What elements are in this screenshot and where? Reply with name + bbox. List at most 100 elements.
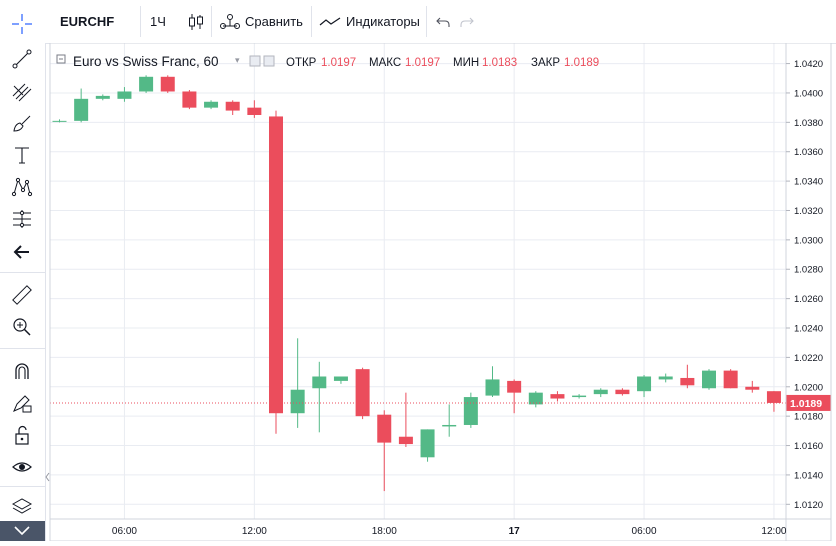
lock-drawing-icon — [13, 395, 32, 413]
prediction-tool[interactable] — [6, 205, 38, 233]
high-value: 1.0197 — [405, 57, 440, 69]
text-tool[interactable] — [6, 141, 38, 169]
price-tick-label: 1.0120 — [794, 500, 823, 511]
candle-bearish — [723, 369, 738, 389]
ruler-tool[interactable] — [6, 281, 38, 309]
price-tick-label: 1.0160 — [794, 441, 823, 452]
sidebar-divider — [0, 486, 45, 487]
series-title: Euro vs Swiss Franc, 60 — [73, 54, 219, 69]
collapse-legend-icon[interactable] — [56, 54, 66, 64]
toolbar-divider — [426, 6, 427, 37]
toolbar-divider — [140, 6, 141, 37]
price-tick-label: 1.0220 — [794, 353, 823, 364]
candle-body — [420, 429, 435, 458]
candle-bullish — [333, 376, 348, 384]
low-label: МИН — [453, 57, 479, 69]
price-axis[interactable]: 1.0420 1.0400 1.0380 1.0360 1.0340 1.0320 1.03… — [786, 59, 823, 511]
crosshair-tool[interactable] — [6, 10, 38, 38]
candle-body — [550, 394, 565, 399]
candle-body — [269, 116, 283, 414]
compare-icon — [220, 13, 240, 29]
chart-style-button[interactable] — [184, 0, 208, 43]
price-tick-label: 1.0140 — [794, 470, 823, 481]
symbol-search[interactable]: EURCHF — [60, 0, 140, 43]
pattern-icon — [11, 177, 33, 197]
candle-bullish — [658, 373, 673, 383]
dropdown-caret-icon[interactable]: ▾ — [235, 55, 240, 65]
toolbar-divider — [311, 6, 312, 37]
open-label: ОТКР — [286, 57, 317, 69]
unlock-tool[interactable] — [6, 421, 38, 449]
redo-button[interactable] — [457, 0, 477, 43]
chevron-left-icon — [45, 472, 50, 482]
candle-body — [593, 389, 608, 395]
undo-button[interactable] — [433, 0, 453, 43]
candle-body — [160, 76, 175, 92]
price-tick-label: 1.0360 — [794, 147, 823, 158]
candle-body — [723, 370, 738, 389]
candle-body — [52, 120, 67, 122]
candle-body — [182, 91, 197, 108]
candle-bearish — [680, 364, 695, 389]
trend-line-tool[interactable] — [6, 45, 38, 73]
candle-body — [377, 414, 392, 443]
compare-button[interactable]: Сравнить — [219, 0, 311, 43]
price-tick-label: 1.0280 — [794, 265, 823, 276]
candle-body — [74, 98, 89, 121]
magnet-icon — [15, 363, 29, 379]
price-tick-label: 1.0340 — [794, 177, 823, 188]
back-arrow-icon — [13, 245, 29, 259]
visibility-toggle-icon[interactable] — [249, 55, 261, 67]
high-label: МАКС — [369, 57, 401, 69]
candle-bearish — [398, 392, 413, 448]
candle-bullish — [637, 375, 652, 398]
candle-bearish — [615, 388, 630, 396]
candle-body — [702, 370, 716, 389]
candle-body — [290, 389, 305, 414]
time-tick-label: 18:00 — [372, 526, 397, 537]
sidebar-divider — [0, 272, 45, 273]
crosshair-icon — [12, 14, 32, 34]
sidebar-expand-button[interactable] — [0, 521, 45, 541]
pitchfork-tool[interactable] — [6, 77, 38, 105]
visibility-tool[interactable] — [6, 453, 38, 481]
drawing-toolbar — [0, 14, 46, 541]
price-tick-label: 1.0200 — [794, 382, 823, 393]
time-tick-label: 17 — [509, 526, 521, 537]
magnet-tool[interactable] — [6, 357, 38, 385]
candle-body — [442, 424, 457, 427]
interval-button[interactable]: 1Ч — [150, 0, 178, 43]
pattern-tool[interactable] — [6, 173, 38, 201]
candle-body — [745, 386, 760, 390]
time-axis[interactable]: 06:00 12:00 18:00 17 06:00 12:00 — [112, 526, 787, 537]
toolbar-divider — [211, 6, 212, 37]
top-toolbar: EURCHF 1Ч Сравнить — [0, 0, 836, 44]
brush-icon — [13, 115, 31, 132]
open-value: 1.0197 — [321, 57, 356, 69]
candle-body — [117, 91, 132, 99]
lock-drawing-tool[interactable] — [6, 389, 38, 417]
layers-tool[interactable] — [6, 494, 38, 518]
close-value: 1.0189 — [564, 57, 599, 69]
settings-gear-icon[interactable] — [263, 55, 275, 67]
pane-border — [49, 43, 832, 541]
pitchfork-icon — [12, 83, 32, 102]
candle-bearish — [745, 380, 760, 393]
indicators-icon — [319, 17, 341, 25]
symbol-label: EURCHF — [60, 14, 115, 29]
last-price-line: 1.0189 — [50, 394, 831, 411]
candle-body — [247, 107, 262, 115]
indicators-label: Индикаторы — [346, 14, 420, 29]
price-tick-label: 1.0400 — [794, 88, 823, 99]
sidebar-collapse-handle[interactable] — [45, 462, 50, 492]
price-chart[interactable]: 1.0189 1.04201.04001.03801.03601.03401.0… — [45, 43, 836, 541]
indicators-button[interactable]: Индикаторы — [319, 0, 425, 43]
candle-body — [225, 101, 240, 111]
brush-tool[interactable] — [6, 109, 38, 137]
layers-icon — [11, 498, 33, 514]
candles — [52, 75, 781, 492]
price-tick-label: 1.0420 — [794, 59, 823, 70]
zoom-tool[interactable] — [6, 313, 38, 341]
back-button[interactable] — [6, 238, 38, 266]
